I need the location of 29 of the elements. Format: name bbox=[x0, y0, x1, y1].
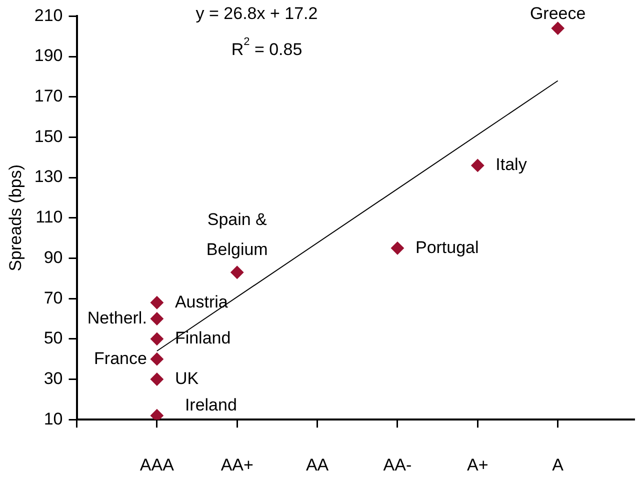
y-tick-label: 30 bbox=[44, 368, 63, 388]
annotation: Finland bbox=[174, 328, 231, 348]
y-tick-label: 90 bbox=[44, 248, 63, 267]
annotation: Portugal bbox=[415, 238, 479, 257]
x-tick-label: AA+ bbox=[220, 455, 254, 474]
annotation: Netherl. bbox=[87, 308, 147, 328]
annotation: France bbox=[94, 348, 147, 368]
annotation: y = 26.8x + 17.2 bbox=[196, 4, 318, 23]
x-tick-label: AAA bbox=[140, 455, 175, 474]
x-tick-label: AA- bbox=[383, 455, 412, 474]
y-tick-label: 70 bbox=[44, 288, 63, 308]
annotation: Ireland bbox=[184, 395, 237, 414]
y-tick-label: 210 bbox=[34, 6, 63, 25]
y-tick-label: 110 bbox=[36, 208, 63, 227]
annotation: Spain & Belgium bbox=[206, 210, 268, 260]
x-tick-label: A bbox=[552, 455, 564, 474]
x-tick-label: A+ bbox=[467, 455, 488, 474]
x-tick-label: AA bbox=[306, 455, 330, 474]
y-tick-label: 130 bbox=[34, 167, 63, 186]
y-tick-label: 150 bbox=[34, 126, 63, 146]
y-tick-label: 50 bbox=[44, 328, 63, 348]
y-tick-label: 10 bbox=[44, 409, 63, 428]
annotation: Austria bbox=[174, 292, 228, 312]
annotation: UK bbox=[174, 368, 200, 388]
y-tick-label: 170 bbox=[34, 86, 63, 106]
annotation: Italy bbox=[496, 155, 528, 174]
y-tick-label: 190 bbox=[34, 46, 63, 66]
y-axis-title: Spreads (bps) bbox=[6, 164, 25, 272]
annotation: Greece bbox=[530, 4, 586, 23]
